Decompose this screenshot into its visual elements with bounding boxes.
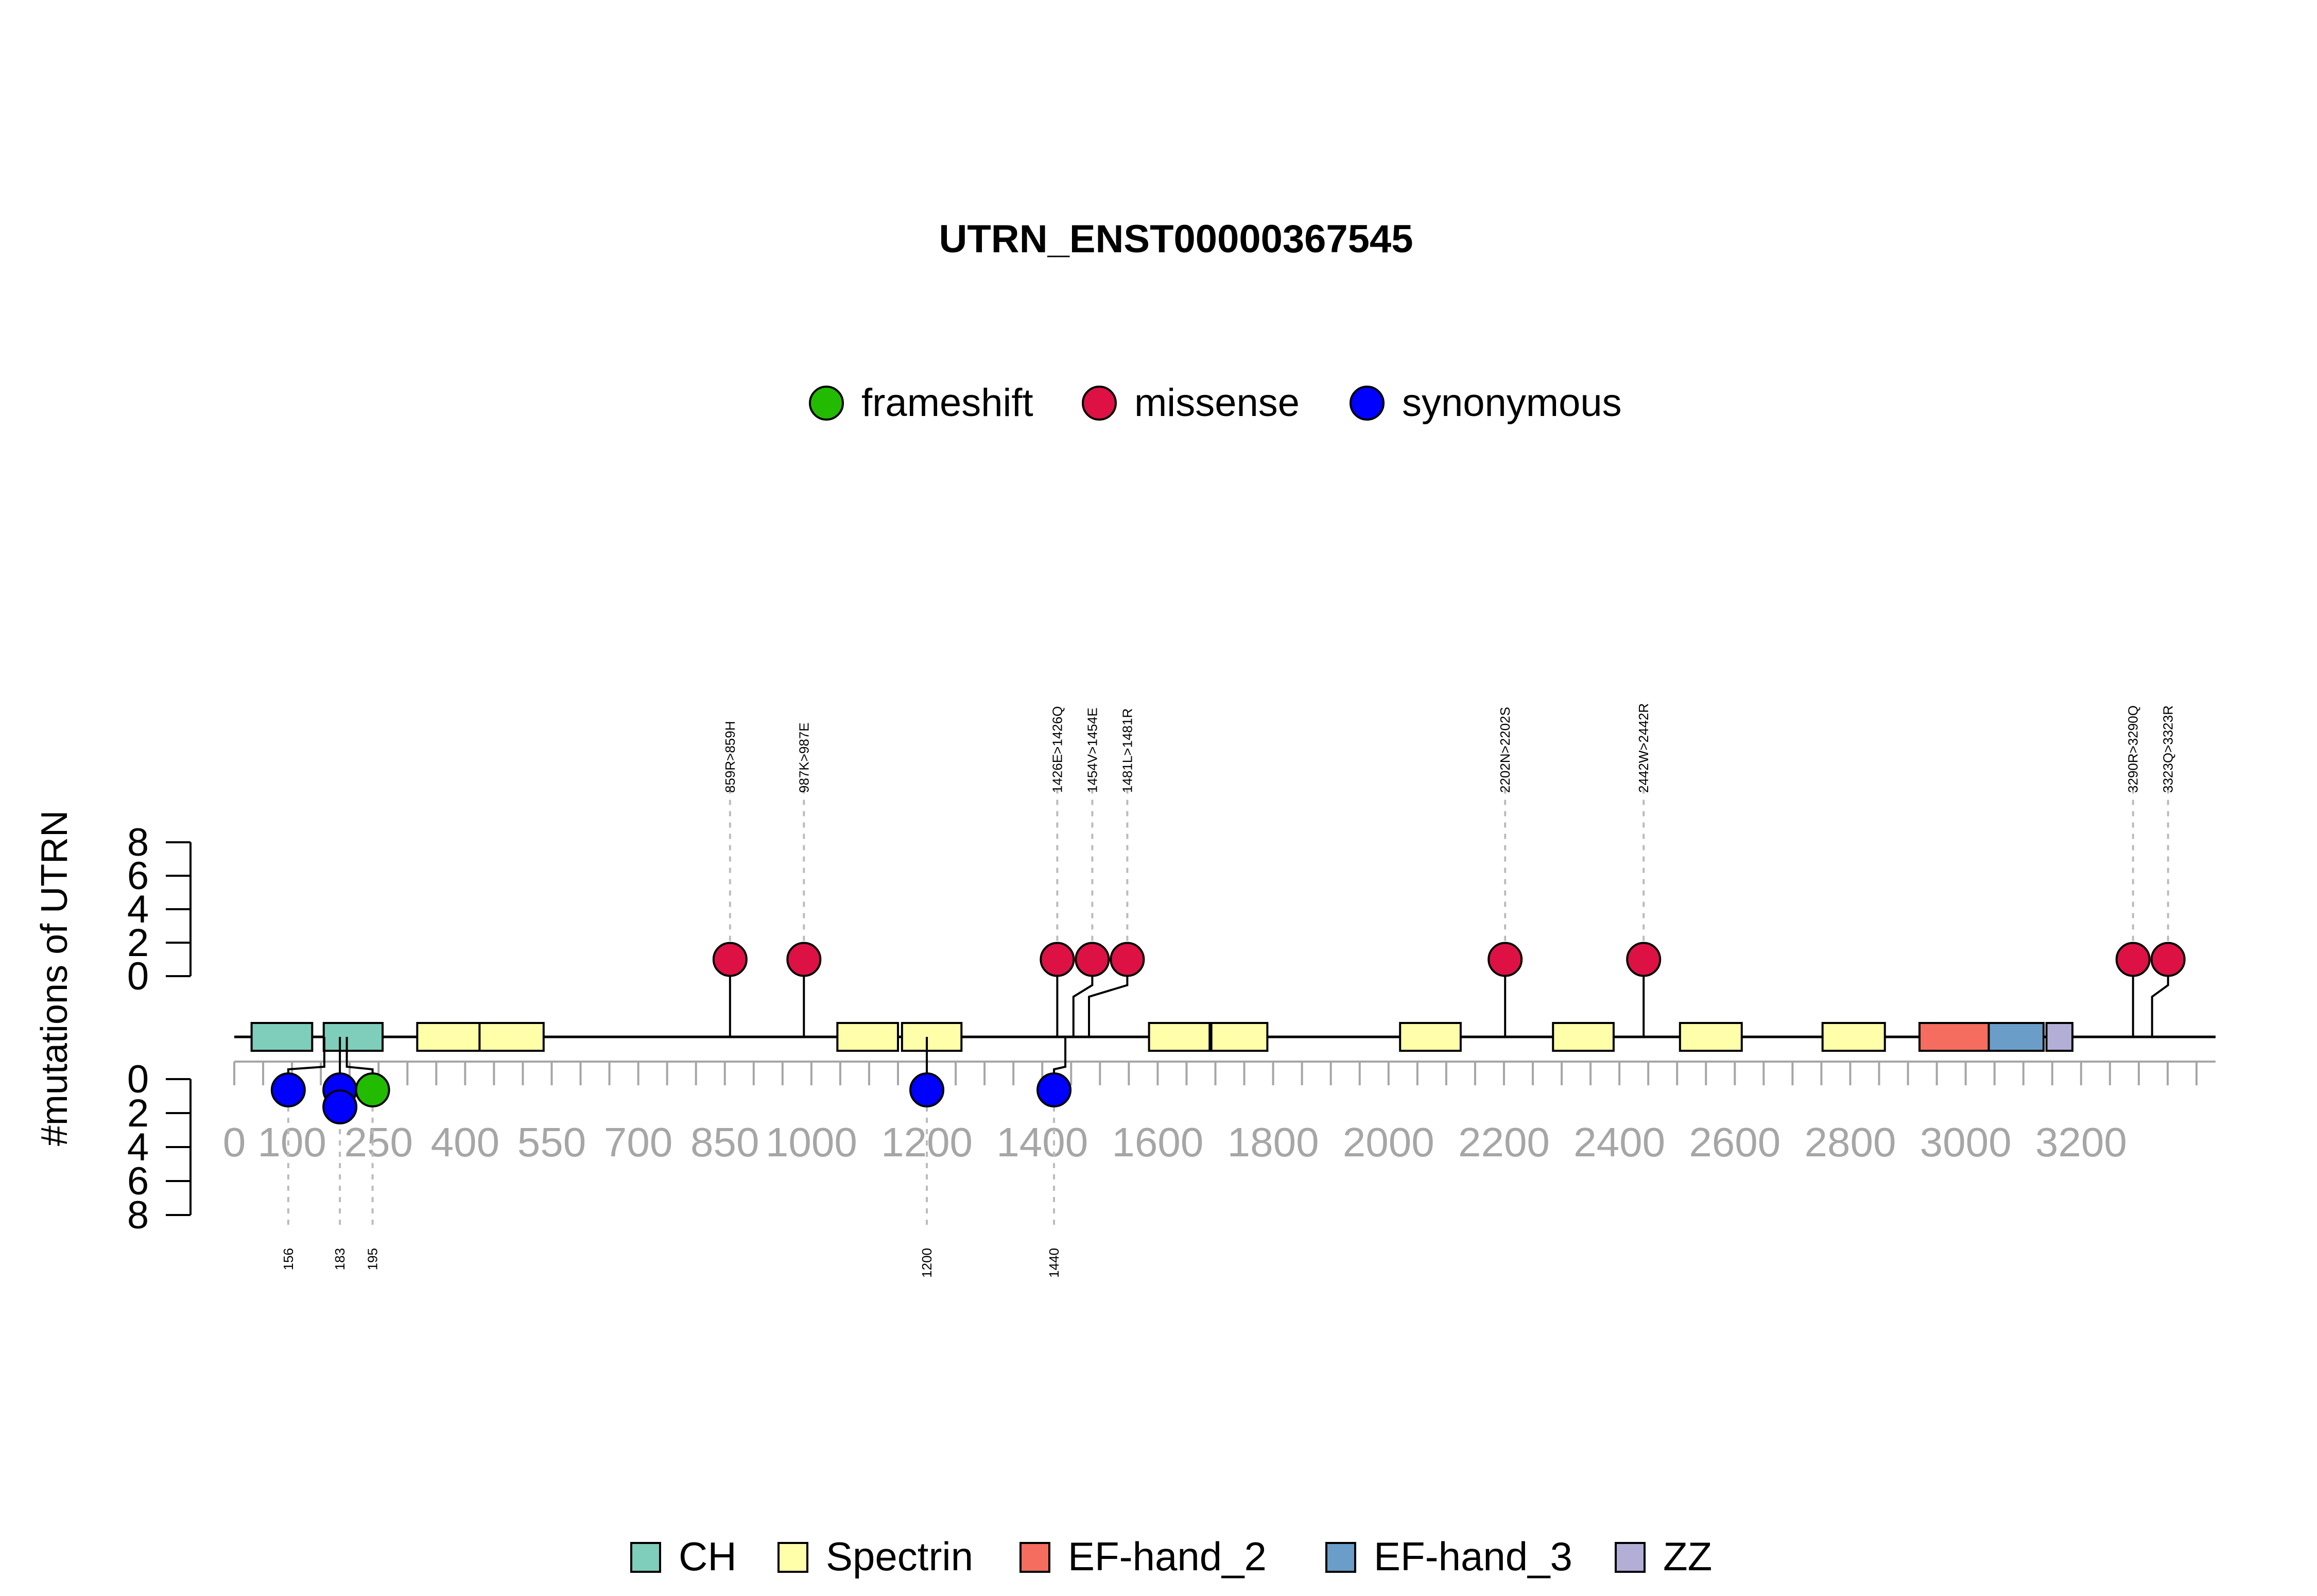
legend-label-zz: ZZ [1663, 1534, 1712, 1579]
lollipop-head-missense [786, 942, 822, 977]
x-tick-label: 0 [223, 1119, 246, 1165]
x-tick-label: 1000 [766, 1119, 857, 1165]
lollipop-head-frameshift [355, 1072, 390, 1107]
domain-spectrin [1552, 1022, 1615, 1052]
x-tick-label: 2600 [1689, 1119, 1780, 1165]
y-top-tick-label: 6 [127, 854, 149, 898]
lollipop-head-missense [1110, 942, 1145, 977]
x-tick-label: 2200 [1458, 1119, 1550, 1165]
y-top-tick-label: 4 [127, 888, 149, 931]
domain-zz [2045, 1022, 2074, 1052]
mutation-label: 2442W>2442R [1636, 703, 1651, 793]
x-tick-label: 400 [431, 1119, 499, 1165]
domain-spectrin [836, 1022, 900, 1052]
mutation-label: 1200 [919, 1248, 935, 1278]
legend-swatch-ef-hand_2 [1019, 1542, 1050, 1573]
mutation-label: 1440 [1046, 1248, 1062, 1278]
x-tick-label: 250 [344, 1119, 412, 1165]
domain-ch [322, 1022, 384, 1052]
x-tick-label: 1600 [1112, 1119, 1203, 1165]
y-bottom-tick-label: 2 [127, 1091, 149, 1135]
chart-title: UTRN_ENST00000367545 [939, 217, 1413, 261]
x-tick-label: 2400 [1574, 1119, 1665, 1165]
lollipops-bottom: 156 183 195 1200 1440 [270, 1037, 1072, 1278]
y-top-tick-label: 8 [127, 821, 149, 864]
mutation-label: 859R>859H [722, 721, 738, 793]
lollipop-head-missense [1040, 942, 1075, 977]
mutation-label: 2202N>2202S [1497, 707, 1513, 793]
lollipop-head-synonymous [322, 1089, 358, 1124]
domain-layer [250, 1022, 2074, 1052]
lollipop-head-synonymous [270, 1072, 306, 1107]
domain-legend: CH Spectrin EF-hand_2 EF-hand_3 ZZ [630, 1534, 1712, 1579]
lollipop-head-missense [1075, 942, 1110, 977]
legend-label-ef-hand_3: EF-hand_3 [1374, 1534, 1572, 1579]
lollipop-head-missense [2115, 942, 2151, 977]
mutation-label: 1426E>1426Q [1049, 706, 1065, 793]
legend-swatch-zz [1615, 1542, 1646, 1573]
lollipop-head-synonymous [909, 1072, 945, 1107]
y-bottom-tick-label: 6 [127, 1159, 149, 1203]
x-axis: 0 100 250 400 550 700 850 1000 1200 1400 1600 1800 2… [223, 1061, 2216, 1165]
domain-ef-hand_2 [1918, 1022, 1990, 1052]
y-top-tick-label: 2 [127, 921, 149, 965]
domain-spectrin [416, 1022, 481, 1052]
domain-ch [250, 1022, 314, 1052]
legend-swatch-ch [630, 1542, 661, 1573]
domain-spectrin [1399, 1022, 1462, 1052]
y-bottom-tick-label: 0 [127, 1057, 149, 1101]
lollipop-head-missense [2150, 942, 2186, 977]
mutation-label: 3323Q>3323R [2160, 705, 2176, 793]
domain-spectrin [1679, 1022, 1743, 1052]
lollipop-head-missense [712, 942, 748, 977]
domain-spectrin [1821, 1022, 1886, 1052]
legend-marker-frameshift [809, 386, 844, 421]
legend-label-frameshift: frameshift [861, 381, 1033, 425]
y-bottom-tick-label: 4 [127, 1125, 149, 1169]
domain-spectrin [478, 1022, 545, 1052]
legend-label-ef-hand_2: EF-hand_2 [1068, 1534, 1267, 1579]
x-tick-label: 2800 [1804, 1119, 1896, 1165]
legend-label-ch: CH [679, 1534, 737, 1579]
legend-swatch-ef-hand_3 [1325, 1542, 1356, 1573]
x-tick-label: 1400 [996, 1119, 1088, 1165]
mutation-legend: frameshift missense synonymous [809, 381, 1622, 425]
lollipop-head-missense [1626, 942, 1662, 977]
legend-swatch-spectrin [777, 1542, 808, 1573]
x-tick-label: 2000 [1343, 1119, 1434, 1165]
x-tick-label: 1800 [1227, 1119, 1319, 1165]
x-tick-label: 850 [690, 1119, 759, 1165]
legend-label-missense: missense [1134, 381, 1300, 425]
domain-spectrin [901, 1022, 963, 1052]
mutation-label: 1454V>1454E [1084, 707, 1100, 793]
y-bottom-tick-label: 8 [127, 1193, 149, 1237]
legend-label-synonymous: synonymous [1402, 381, 1622, 425]
mutation-label: 1481L>1481R [1119, 708, 1135, 793]
x-tick-label: 550 [517, 1119, 586, 1165]
lollipop-head-synonymous [1036, 1072, 1072, 1107]
legend-marker-missense [1082, 386, 1117, 421]
y-axis-label: #mutations of UTRN [34, 810, 75, 1146]
domain-spectrin [1210, 1022, 1269, 1052]
x-tick-label: 100 [257, 1119, 326, 1165]
mutation-label: 195 [365, 1248, 381, 1270]
legend-marker-synonymous [1350, 386, 1385, 421]
y-top-tick-label: 0 [127, 955, 149, 998]
lollipops-top: 859R>859H 987K>987E 1426E>1426Q 1454V>1454E… [712, 703, 2186, 1037]
x-tick-label: 700 [604, 1119, 672, 1165]
mutation-label: 987K>987E [796, 722, 811, 793]
domain-ef-hand_3 [1987, 1022, 2045, 1052]
mutation-label: 156 [281, 1248, 296, 1270]
x-tick-label: 3000 [1920, 1119, 2012, 1165]
x-tick-label: 3200 [2035, 1119, 2127, 1165]
mutation-label: 3290R>3290Q [2125, 705, 2141, 793]
mutation-label: 183 [332, 1248, 348, 1270]
legend-label-spectrin: Spectrin [826, 1534, 973, 1579]
domain-spectrin [1148, 1022, 1211, 1052]
lollipop-head-missense [1488, 942, 1523, 977]
